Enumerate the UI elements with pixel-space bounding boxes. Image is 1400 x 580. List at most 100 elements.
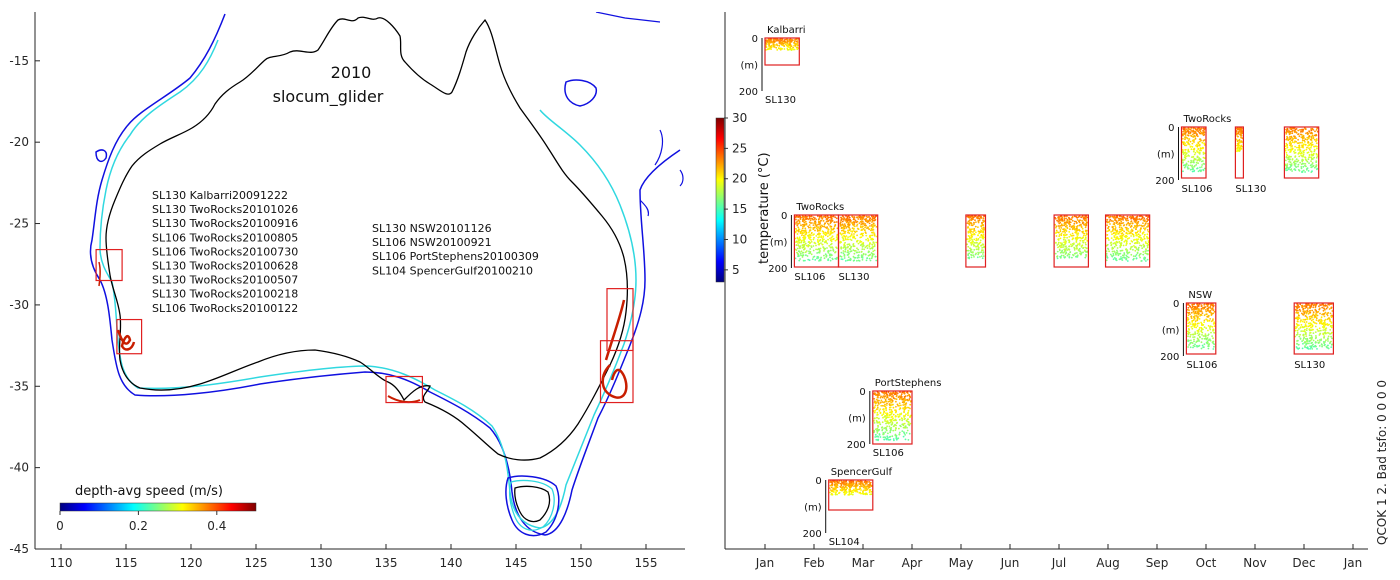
profile-point: [1308, 156, 1310, 159]
profile-point: [795, 244, 798, 247]
profile-point: [1294, 135, 1296, 138]
profile-point: [1319, 333, 1322, 335]
profile-point: [1192, 346, 1194, 349]
profile-point: [1084, 222, 1087, 225]
profile-point: [1284, 145, 1287, 148]
temperature-colorbar-label: temperature (°C): [757, 152, 772, 264]
profile-point: [1197, 338, 1200, 341]
profile-point: [899, 391, 901, 393]
profile-point: [1305, 329, 1308, 332]
profile-point: [821, 240, 824, 243]
profile-point: [1181, 151, 1184, 154]
profile-point: [1301, 347, 1304, 350]
profile-point: [1285, 130, 1288, 132]
profile-point: [1307, 137, 1310, 140]
profile-point: [868, 481, 871, 483]
profile-point: [1195, 315, 1198, 317]
glider-label: SL130: [765, 95, 796, 106]
profile-point: [1147, 253, 1149, 256]
profile-point: [1310, 144, 1313, 147]
profile-point: [835, 217, 838, 220]
profile-point: [1203, 143, 1206, 146]
profile-point: [1111, 233, 1113, 236]
profile-point: [903, 426, 906, 429]
profile-point: [1311, 341, 1313, 344]
profile-point: [875, 235, 878, 238]
profile-point: [1298, 144, 1301, 147]
profile-point: [1316, 145, 1318, 148]
profile-point: [1304, 338, 1307, 340]
profile-point: [894, 409, 896, 411]
profile-point: [844, 224, 847, 227]
profile-point: [836, 227, 839, 230]
profile-point: [1112, 223, 1115, 226]
profile-point: [1289, 161, 1292, 164]
profile-point: [873, 401, 876, 404]
profile-point: [1066, 215, 1068, 218]
profile-point: [842, 252, 845, 255]
profile-point: [1142, 219, 1145, 222]
profile-point: [862, 486, 865, 489]
profile-point: [803, 240, 805, 242]
profile-point: [850, 493, 852, 496]
profile-point: [1193, 326, 1196, 328]
profile-point: [1063, 219, 1066, 222]
profile-point: [1186, 318, 1189, 320]
profile-point: [1331, 343, 1333, 346]
profile-point: [849, 220, 852, 222]
profile-point: [780, 43, 783, 45]
profile-point: [1076, 219, 1079, 221]
profile-point: [1126, 228, 1128, 230]
profile-point: [812, 238, 815, 241]
profile-point: [1125, 257, 1128, 260]
profile-point: [1123, 240, 1126, 243]
profile-point: [843, 490, 846, 492]
profile-point: [827, 249, 830, 252]
profile-point: [1137, 233, 1140, 236]
profile-point: [1184, 132, 1187, 134]
profile-point: [813, 233, 815, 236]
profile-point: [892, 413, 895, 416]
timeline-x-ticks: Jan Feb Mar Apr May Jun Jul Aug Sep Oct Nov Dec Jan: [755, 544, 1362, 570]
profile-point: [1204, 127, 1206, 130]
profile-point: [1318, 327, 1321, 330]
profile-point: [844, 237, 847, 240]
profile-point: [1302, 330, 1304, 332]
profile-point: [969, 237, 971, 240]
profile-point: [1082, 246, 1085, 249]
profile-point: [1286, 146, 1289, 149]
profile-point: [1211, 326, 1214, 328]
profile-point: [977, 217, 980, 220]
profile-point: [1085, 232, 1088, 235]
profile-point: [982, 243, 985, 246]
profile-point: [844, 260, 847, 262]
profile-point: [1188, 321, 1191, 324]
profile-point: [1194, 127, 1197, 130]
profile-point: [895, 419, 897, 422]
profile-point: [1073, 246, 1076, 249]
profile-point: [1312, 345, 1315, 348]
profile-point: [889, 421, 891, 424]
profile-point: [790, 49, 793, 51]
profile-point: [977, 221, 980, 224]
profile-point: [977, 215, 980, 218]
profile-point: [802, 251, 805, 254]
profile-point: [818, 248, 821, 251]
profile-point: [1199, 310, 1201, 313]
profile-panel-box: [828, 479, 874, 511]
profile-point: [818, 218, 820, 221]
profile-point: [1135, 224, 1138, 227]
profile-point: [1285, 142, 1288, 145]
profile-point: [793, 44, 795, 47]
profile-point: [1240, 134, 1243, 137]
profile-point: [843, 491, 846, 494]
profile-point: [861, 223, 864, 225]
deployment-label: SL130 TwoRocks20100628: [152, 260, 298, 273]
profile-point: [829, 219, 831, 221]
profile-point: [1192, 308, 1194, 310]
profile-point: [906, 398, 909, 401]
profile-point: [1131, 232, 1134, 235]
profile-point: [847, 256, 850, 258]
profile-point: [856, 223, 859, 226]
